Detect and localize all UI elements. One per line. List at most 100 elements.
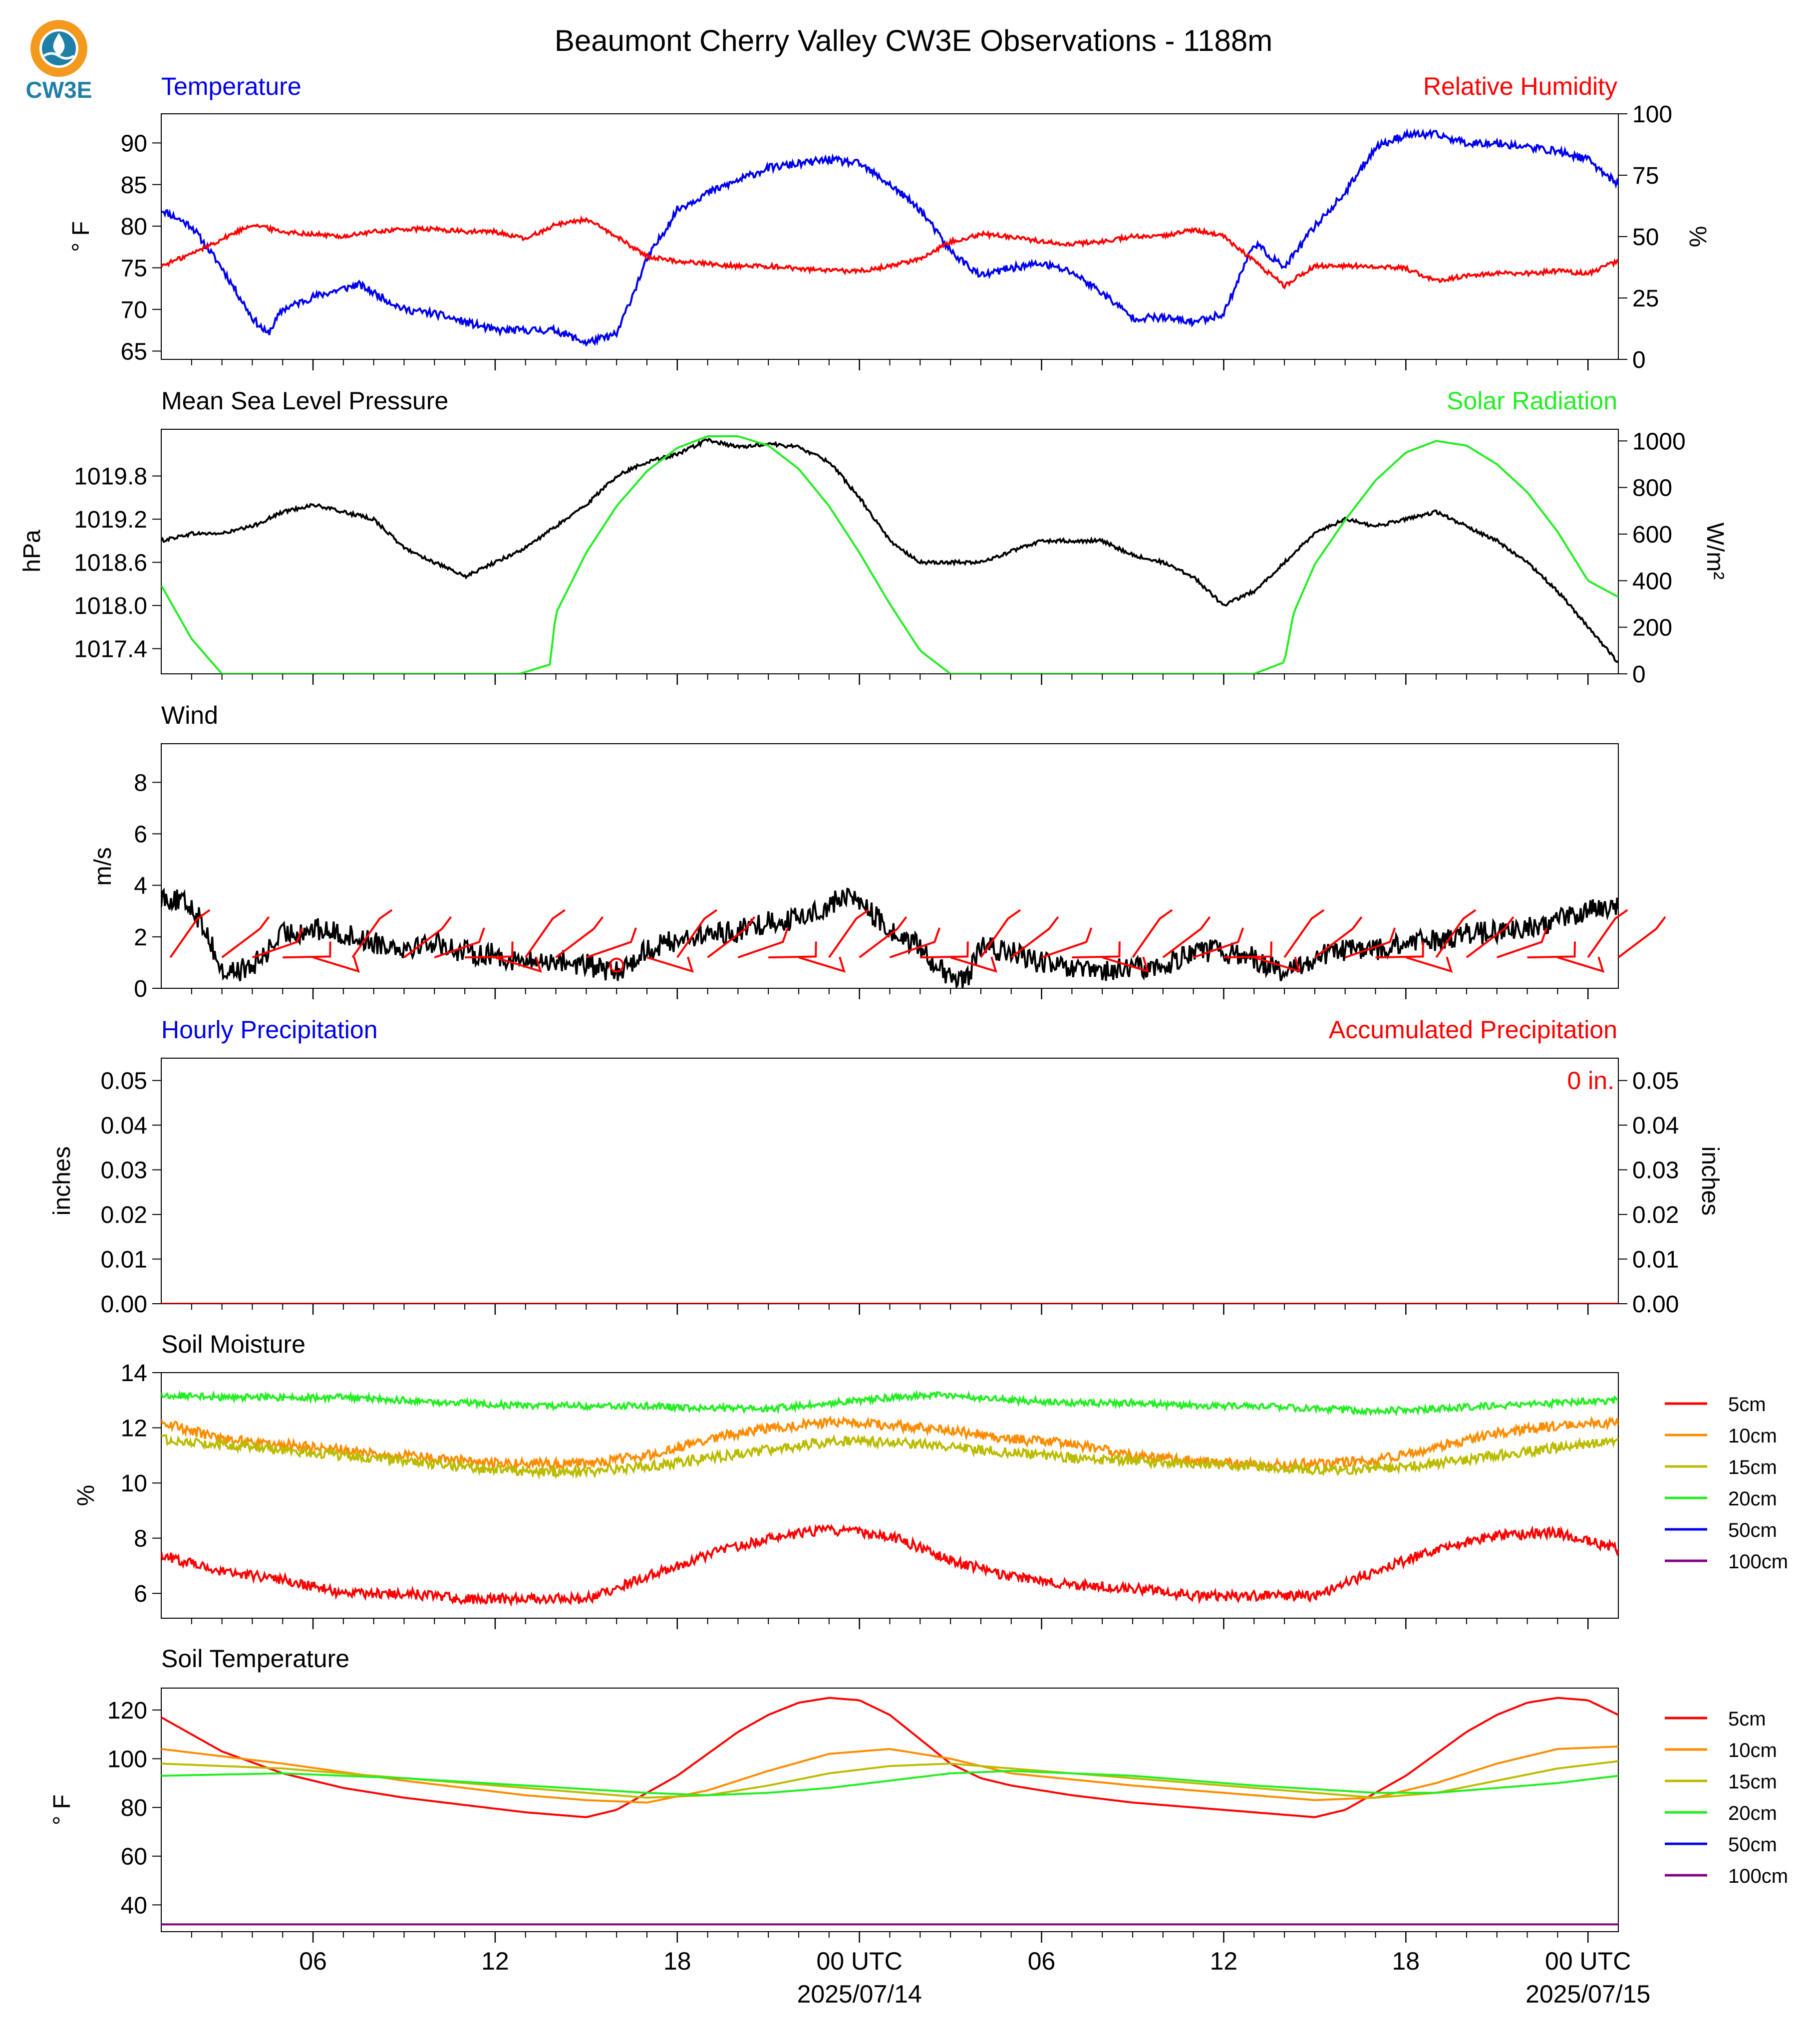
series-line-0 — [161, 887, 1618, 988]
x-tick-label: 18 — [1392, 1947, 1420, 1975]
series-line-0 — [161, 438, 1618, 663]
panel-title-left: Hourly Precipitation — [161, 1016, 378, 1044]
wind-barb — [495, 956, 542, 973]
wind-barb — [1587, 909, 1628, 958]
legend-label: 50cm — [1728, 1519, 1777, 1541]
legend-label: 100cm — [1728, 1551, 1788, 1573]
panel-wind: Wind m/s 0 2 4 6 8 — [90, 701, 1666, 1002]
y-tick-label-left: 0.00 — [101, 1291, 147, 1318]
x-tick-label: 00 UTC — [817, 1947, 903, 1975]
wind-barb — [252, 927, 303, 959]
logo-ring-icon — [30, 20, 87, 77]
wind-barb — [1283, 909, 1325, 958]
legend-label: 15cm — [1728, 1771, 1777, 1793]
panel-title-left: Soil Moisture — [161, 1330, 305, 1358]
ylabel-left: inches — [49, 1147, 75, 1216]
wind-barb — [950, 956, 998, 973]
ylabel-left: % — [73, 1485, 99, 1506]
logo-wave-icon — [43, 52, 75, 60]
wind-barb — [465, 941, 514, 959]
page-title: Beaumont Cherry Valley CW3E Observations… — [555, 24, 1272, 57]
y-tick-label-right: 0.00 — [1632, 1291, 1679, 1318]
series-line-0 — [161, 128, 1618, 347]
wind-barb — [859, 916, 908, 958]
y-tick-label-left: 80 — [121, 1795, 147, 1821]
wind-barb — [434, 927, 485, 959]
x-axis-labels: 06 12 18 00 UTC 2025/07/14 06 12 18 00 UTC 2025/0… — [299, 1947, 1650, 2008]
panel-title-left: Soil Temperature — [161, 1645, 349, 1673]
panel-title-left: Temperature — [161, 72, 302, 100]
legend-label: 15cm — [1728, 1456, 1777, 1478]
y-tick-label-right: 0 — [1632, 347, 1646, 373]
panel-title-left: Mean Sea Level Pressure — [161, 387, 448, 415]
ylabel-right: inches — [1697, 1147, 1723, 1216]
legend-label: 5cm — [1728, 1708, 1766, 1730]
series-line-0 — [161, 1523, 1618, 1607]
ylabel-right: % — [1684, 226, 1711, 248]
wind-barb — [169, 909, 211, 958]
y-tick-label-right: 400 — [1632, 568, 1672, 594]
series-line-1 — [161, 1415, 1618, 1472]
wind-barb — [1345, 927, 1396, 959]
cw3e-logo: CW3E — [26, 20, 92, 103]
wind-barb — [283, 941, 331, 959]
y-tick-label-left: 8 — [134, 1526, 147, 1552]
wind-barb — [1102, 956, 1150, 973]
y-tick-label-right: 1000 — [1632, 428, 1686, 455]
wind-barb — [1527, 941, 1576, 959]
wind-barb — [1223, 941, 1272, 959]
legend-label: 10cm — [1728, 1739, 1777, 1761]
y-tick-label-left: 6 — [134, 822, 147, 848]
wind-barb — [525, 909, 566, 958]
y-tick-label-right: 100 — [1632, 101, 1672, 128]
panel-pressure-solar: Mean Sea Level Pressure Solar Radiation … — [19, 387, 1728, 688]
wind-barb — [312, 956, 360, 973]
y-tick-label-left: 65 — [121, 338, 147, 365]
wind-barb — [768, 941, 817, 959]
panel-title-right: Solar Radiation — [1447, 387, 1617, 415]
wind-barb — [1314, 916, 1363, 958]
wind-barb — [889, 927, 940, 959]
wind-barb — [586, 927, 637, 959]
y-tick-label-left: 120 — [107, 1698, 147, 1724]
logo-text: CW3E — [26, 77, 92, 103]
wind-barb — [221, 916, 270, 958]
series-line-2 — [161, 1434, 1618, 1480]
x-date-label: 2025/07/14 — [797, 1980, 922, 2008]
y-tick-label-left: 1019.2 — [74, 507, 147, 533]
y-tick-label-left: 2 — [134, 924, 147, 951]
y-tick-label-right: 0.03 — [1632, 1158, 1679, 1184]
wind-barb — [403, 916, 452, 958]
wind-barb — [980, 909, 1021, 958]
wind-barb — [1010, 916, 1059, 958]
wind-barb — [1435, 909, 1477, 958]
panel-soil-temperature: Soil Temperature ° F 40 60 80 100 120 5cm 10c… — [49, 1645, 1788, 1943]
series-line-3 — [161, 1389, 1618, 1417]
wind-barb — [1405, 956, 1453, 973]
wind-barb — [351, 909, 393, 958]
y-tick-label-right: 0 — [1632, 661, 1646, 688]
y-tick-label-left: 60 — [121, 1844, 147, 1870]
y-tick-label-left: 6 — [134, 1581, 147, 1607]
legend-label: 50cm — [1728, 1834, 1777, 1856]
y-tick-label-left: 14 — [121, 1360, 147, 1387]
wind-barb — [1193, 927, 1244, 959]
y-tick-label-right: 0.01 — [1632, 1247, 1679, 1273]
panel-title-right: Accumulated Precipitation — [1329, 1016, 1617, 1044]
y-tick-label-left: 40 — [121, 1892, 147, 1919]
accumulated-annotation: 0 in. — [1567, 1067, 1614, 1095]
wind-barb — [1497, 927, 1548, 959]
x-tick-label: 12 — [481, 1947, 509, 1975]
y-tick-label-left: 1019.8 — [74, 464, 147, 490]
x-tick-label: 06 — [1028, 1947, 1056, 1975]
wind-barb — [1253, 956, 1301, 973]
y-tick-label-left: 75 — [121, 256, 147, 282]
wind-barb — [555, 916, 604, 958]
ylabel-left: m/s — [90, 847, 116, 885]
y-tick-label-left: 90 — [121, 130, 147, 157]
y-tick-label-right: 200 — [1632, 615, 1672, 641]
y-tick-label-left: 0.05 — [101, 1068, 147, 1095]
y-tick-label-left: 1017.4 — [74, 636, 147, 663]
wind-barb — [1466, 916, 1515, 958]
